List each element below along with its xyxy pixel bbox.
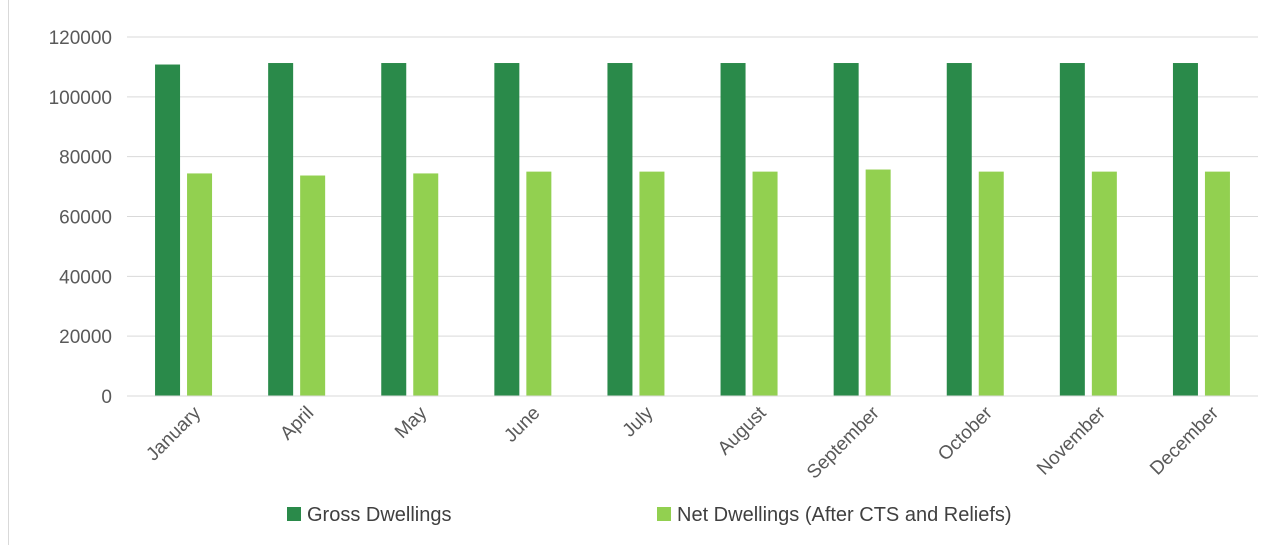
bar-net-june — [526, 171, 552, 396]
x-tick-label: October — [934, 402, 997, 465]
bar-gross-october — [946, 63, 972, 397]
bar-net-january — [187, 173, 213, 396]
legend-swatch — [287, 507, 301, 521]
y-tick-label: 80000 — [59, 148, 112, 169]
bar-net-december — [1204, 171, 1230, 396]
x-axis-tick-labels: January April May June July August September Oc… — [142, 402, 1223, 483]
legend-label: Net Dwellings (After CTS and Reliefs) — [677, 504, 1012, 526]
bar-gross-december — [1172, 63, 1198, 397]
bar-net-august — [752, 171, 778, 396]
legend: Gross Dwellings Net Dwellings (After CTS … — [287, 504, 1012, 526]
x-tick-label: July — [619, 402, 658, 441]
bar-net-october — [978, 171, 1004, 396]
bar-net-april — [300, 175, 326, 396]
y-tick-label: 20000 — [59, 327, 112, 348]
bar-net-may — [413, 173, 439, 396]
y-tick-label: 0 — [101, 387, 112, 408]
x-tick-label: August — [714, 402, 771, 459]
bar-gross-november — [1059, 63, 1085, 397]
chart-frame-border — [8, 0, 9, 545]
x-tick-label: April — [276, 403, 318, 445]
bar-net-november — [1091, 171, 1117, 396]
bar-gross-august — [720, 63, 746, 397]
y-tick-label: 120000 — [49, 28, 112, 49]
x-tick-label: November — [1033, 402, 1110, 479]
bar-gross-january — [155, 64, 181, 397]
x-tick-label: September — [803, 402, 884, 483]
bar-gross-september — [833, 63, 859, 397]
x-tick-label: December — [1146, 402, 1223, 479]
bar-net-september — [865, 169, 891, 396]
legend-swatch — [657, 507, 671, 521]
bar-gross-may — [381, 63, 407, 397]
x-tick-label: January — [142, 402, 205, 465]
x-tick-label: June — [500, 403, 544, 447]
bar-gross-april — [268, 63, 294, 397]
x-tick-label: May — [391, 402, 432, 443]
legend-label: Gross Dwellings — [307, 504, 451, 526]
bar-gross-july — [607, 63, 633, 397]
bars — [155, 63, 1230, 397]
bar-net-july — [639, 171, 665, 396]
y-tick-label: 40000 — [59, 267, 112, 288]
gridlines — [127, 36, 1258, 337]
bar-gross-june — [494, 63, 520, 397]
y-tick-label: 60000 — [59, 208, 112, 229]
y-tick-label: 100000 — [49, 88, 112, 109]
y-axis-tick-labels: 0 20000 40000 60000 80000 100000 120000 — [49, 28, 112, 408]
